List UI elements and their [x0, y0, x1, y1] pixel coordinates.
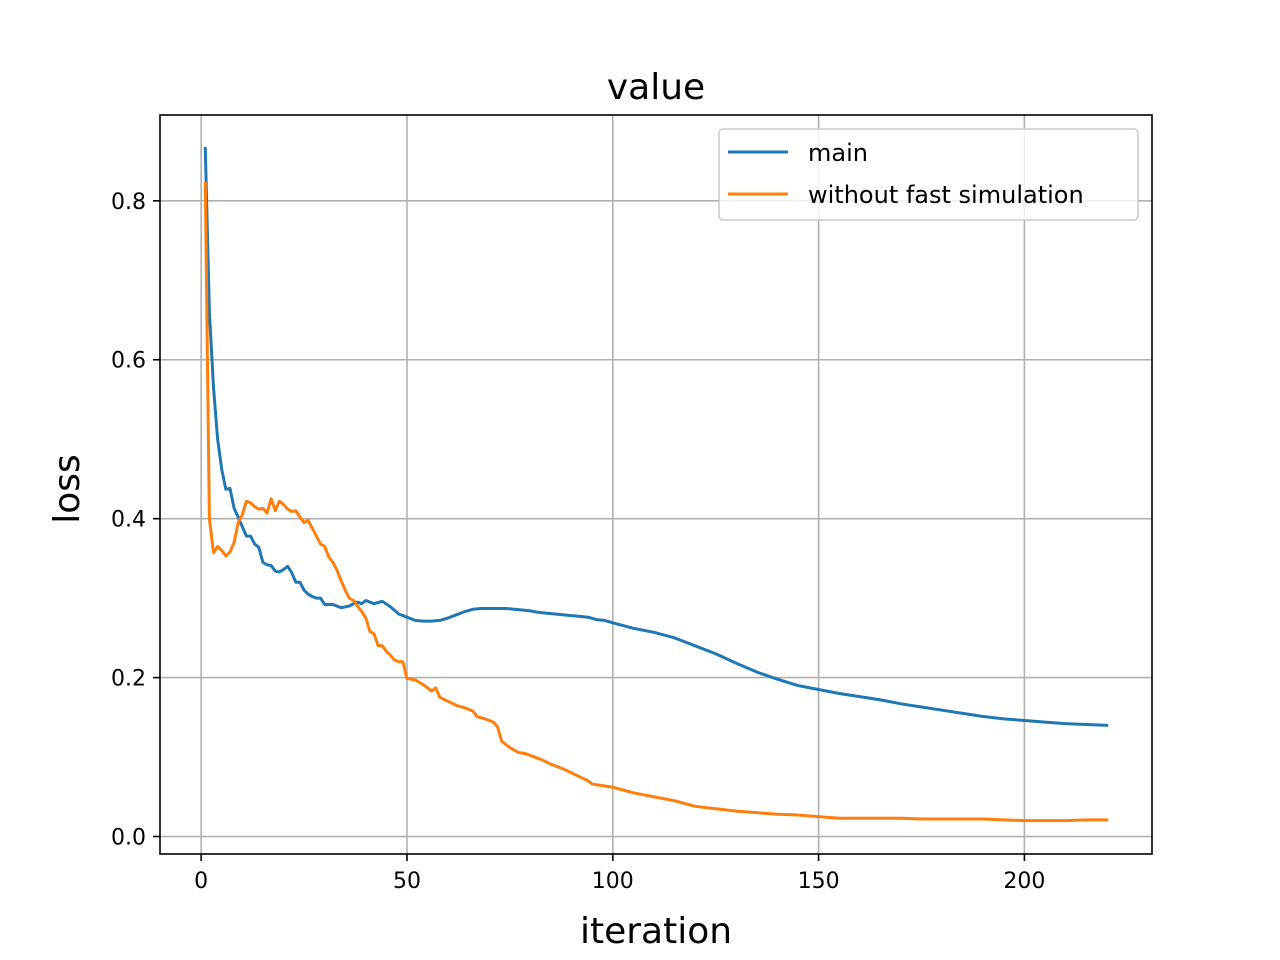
- y-axis-label: loss: [47, 454, 88, 524]
- x-tick-label: 50: [393, 869, 421, 894]
- legend-box: [718, 128, 1139, 221]
- x-tick-label: 150: [798, 869, 840, 894]
- y-tick-label: 0.8: [111, 190, 146, 215]
- series-line-1: [203, 181, 1109, 823]
- y-tick-label: 0.4: [111, 508, 146, 533]
- y-tick-label: 0.6: [111, 349, 146, 374]
- x-tick-label: 200: [1003, 869, 1045, 894]
- axis-ticks: 0 50 100 150 200 0.0 0.2 0.4 0.6 0.8: [111, 190, 1045, 894]
- y-tick-label: 0.2: [111, 667, 146, 692]
- legend: main without fast simulation: [718, 128, 1139, 221]
- legend-entry-label: main: [808, 139, 868, 167]
- series-lines: [203, 146, 1109, 823]
- y-tick-label: 0.0: [111, 826, 146, 851]
- x-tick-label: 100: [592, 869, 634, 894]
- x-tick-label: 0: [194, 869, 208, 894]
- plot-frame: [159, 114, 1153, 855]
- chart-title: value: [607, 67, 705, 108]
- legend-entry-label: without fast simulation: [808, 181, 1084, 209]
- series-line-0: [203, 146, 1109, 727]
- x-axis-label: iteration: [580, 911, 732, 952]
